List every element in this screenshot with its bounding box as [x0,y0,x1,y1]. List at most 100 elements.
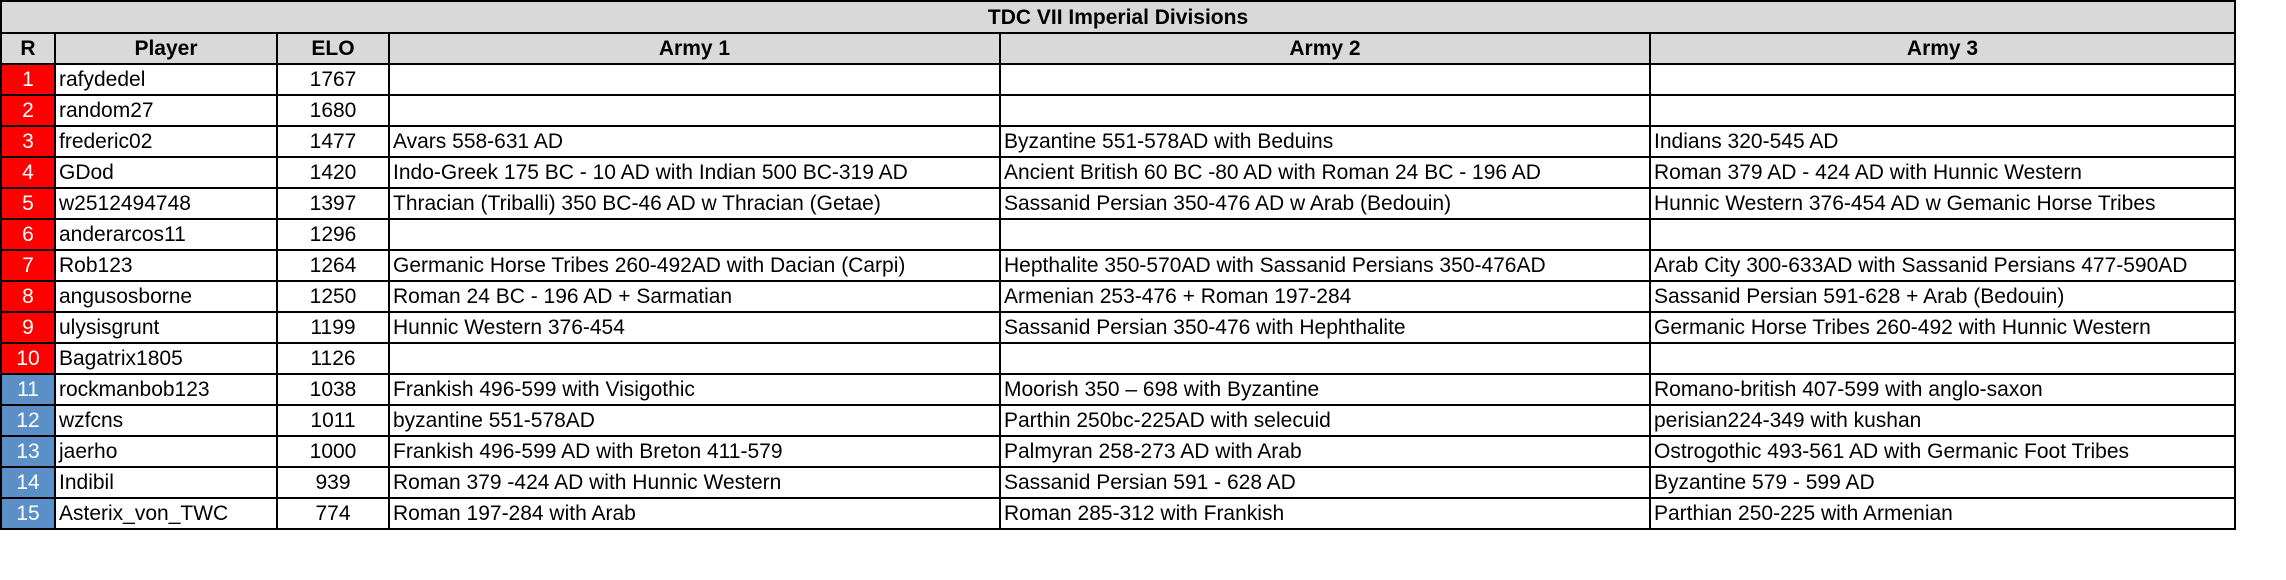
army3-cell: Roman 379 AD - 424 AD with Hunnic Wester… [1648,156,2237,189]
army1-cell [388,218,1001,251]
table-row: 10 Bagatrix1805 1126 [0,342,2237,375]
elo-cell: 774 [276,497,390,530]
elo-cell: 1038 [276,373,390,406]
army2-cell: Palmyran 258-273 AD with Arab [999,435,1651,468]
army3-cell [1648,218,2237,251]
army1-cell: Frankish 496-599 AD with Breton 411-579 [388,435,1001,468]
player-cell: rockmanbob123 [54,373,278,406]
rank-cell: 8 [0,280,56,313]
table-row: 14 Indibil 939 Roman 379 -424 AD with Hunni… [0,466,2237,499]
army1-cell [388,94,1001,127]
table-row: 1 rafydedel 1767 [0,63,2237,96]
player-cell: angusosborne [54,280,278,313]
elo-cell: 1477 [276,125,390,158]
army2-cell [999,342,1651,375]
army1-cell: Germanic Horse Tribes 260-492AD with Dac… [388,249,1001,282]
rank-cell: 6 [0,218,56,251]
table-row: 3 frederic02 1477 Avars 558-631 AD Byzantine… [0,125,2237,158]
army2-cell [999,218,1651,251]
army1-cell: Roman 379 -424 AD with Hunnic Western [388,466,1001,499]
elo-cell: 1296 [276,218,390,251]
army2-cell: Parthin 250bc-225AD with selecuid [999,404,1651,437]
army1-cell: Avars 558-631 AD [388,125,1001,158]
header-army2: Army 2 [999,32,1651,65]
rank-cell: 9 [0,311,56,344]
table-row: 2 random27 1680 [0,94,2237,127]
header-army1: Army 1 [388,32,1001,65]
player-cell: random27 [54,94,278,127]
player-cell: rafydedel [54,63,278,96]
army3-cell: Indians 320-545 AD [1648,125,2237,158]
elo-cell: 1397 [276,187,390,220]
army3-cell [1648,94,2237,127]
army1-cell: Indo-Greek 175 BC - 10 AD with Indian 50… [388,156,1001,189]
standings-table: TDC VII Imperial Divisions R Player ELO … [0,0,2237,530]
elo-cell: 1126 [276,342,390,375]
army2-cell: Byzantine 551-578AD with Beduins [999,125,1651,158]
elo-cell: 1680 [276,94,390,127]
player-cell: frederic02 [54,125,278,158]
rank-cell: 14 [0,466,56,499]
player-cell: anderarcos11 [54,218,278,251]
elo-cell: 1264 [276,249,390,282]
army3-cell: Ostrogothic 493-561 AD with Germanic Foo… [1648,435,2237,468]
table-row: 5 w2512494748 1397 Thracian (Triballi) 350 … [0,187,2237,220]
army1-cell [388,63,1001,96]
player-cell: ulysisgrunt [54,311,278,344]
army2-cell: Armenian 253-476 + Roman 197-284 [999,280,1651,313]
table-row: 8 angusosborne 1250 Roman 24 BC - 196 AD + … [0,280,2237,313]
army1-cell: Thracian (Triballi) 350 BC-46 AD w Thrac… [388,187,1001,220]
army1-cell: Roman 197-284 with Arab [388,497,1001,530]
army2-cell: Roman 285-312 with Frankish [999,497,1651,530]
elo-cell: 1767 [276,63,390,96]
rank-cell: 13 [0,435,56,468]
rank-cell: 15 [0,497,56,530]
army2-cell: Sassanid Persian 591 - 628 AD [999,466,1651,499]
elo-cell: 1000 [276,435,390,468]
army2-cell: Sassanid Persian 350-476 with Hephthalit… [999,311,1651,344]
elo-cell: 1199 [276,311,390,344]
army1-cell: byzantine 551-578AD [388,404,1001,437]
table-row: 7 Rob123 1264 Germanic Horse Tribes 260-492… [0,249,2237,282]
rank-cell: 4 [0,156,56,189]
player-cell: wzfcns [54,404,278,437]
elo-cell: 1250 [276,280,390,313]
rank-cell: 5 [0,187,56,220]
header-row: R Player ELO Army 1 Army 2 Army 3 [0,32,2237,65]
army3-cell: Germanic Horse Tribes 260-492 with Hunni… [1648,311,2237,344]
table-row: 15 Asterix_von_TWC 774 Roman 197-284 with A… [0,497,2237,530]
army3-cell: perisian224-349 with kushan [1648,404,2237,437]
rank-cell: 10 [0,342,56,375]
player-cell: Bagatrix1805 [54,342,278,375]
rank-cell: 7 [0,249,56,282]
army3-cell: Byzantine 579 - 599 AD [1648,466,2237,499]
army3-cell: Parthian 250-225 with Armenian [1648,497,2237,530]
player-cell: Asterix_von_TWC [54,497,278,530]
rank-cell: 3 [0,125,56,158]
army2-cell [999,63,1651,96]
player-cell: Rob123 [54,249,278,282]
army3-cell: Hunnic Western 376-454 AD w Gemanic Hors… [1648,187,2237,220]
player-cell: Indibil [54,466,278,499]
header-rank: R [0,32,56,65]
army3-cell [1648,342,2237,375]
army2-cell: Hepthalite 350-570AD with Sassanid Persi… [999,249,1651,282]
army3-cell: Romano-british 407-599 with anglo-saxon [1648,373,2237,406]
elo-cell: 1011 [276,404,390,437]
army3-cell: Sassanid Persian 591-628 + Arab (Bedouin… [1648,280,2237,313]
player-cell: GDod [54,156,278,189]
player-cell: w2512494748 [54,187,278,220]
army2-cell: Moorish 350 – 698 with Byzantine [999,373,1651,406]
army2-cell: Sassanid Persian 350-476 AD w Arab (Bedo… [999,187,1651,220]
table-row: 13 jaerho 1000 Frankish 496-599 AD with Bre… [0,435,2237,468]
table-row: 9 ulysisgrunt 1199 Hunnic Western 376-454 Sa… [0,311,2237,344]
table-title: TDC VII Imperial Divisions [0,0,2237,34]
player-cell: jaerho [54,435,278,468]
army2-cell: Ancient British 60 BC -80 AD with Roman … [999,156,1651,189]
rank-cell: 12 [0,404,56,437]
rank-cell: 1 [0,63,56,96]
army1-cell [388,342,1001,375]
rank-cell: 2 [0,94,56,127]
army3-cell [1648,63,2237,96]
rank-cell: 11 [0,373,56,406]
